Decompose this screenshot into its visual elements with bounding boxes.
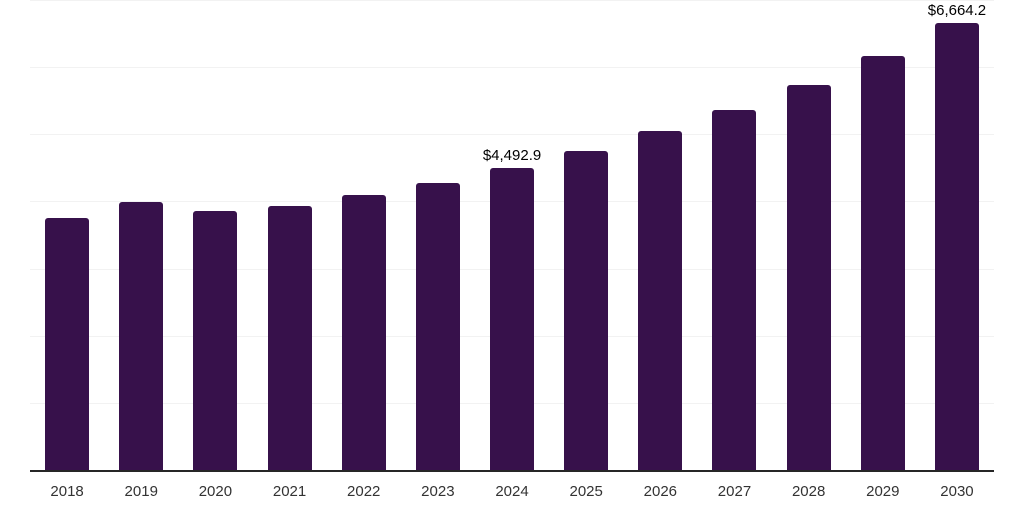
bar-slot-2022 xyxy=(327,0,401,470)
x-tick-label-2022: 2022 xyxy=(347,483,381,500)
bar-slot-2023 xyxy=(401,0,475,470)
x-tick-label-2025: 2025 xyxy=(569,483,603,500)
x-tick-label-2027: 2027 xyxy=(717,483,752,500)
bar-2030 xyxy=(934,22,979,470)
x-tick-label-2019: 2019 xyxy=(124,483,158,500)
bar-slot-2021 xyxy=(252,0,326,470)
gridline-5000 xyxy=(30,134,994,136)
bar-2026 xyxy=(638,130,683,470)
x-tick-label-2018: 2018 xyxy=(50,483,84,500)
bars-row: $4,492.9 $6,664.2 xyxy=(30,0,994,470)
bar-2018 xyxy=(45,217,90,470)
x-tick-label-2024: 2024 xyxy=(495,483,529,500)
gridline-7000 xyxy=(30,0,994,1)
plot-area: $4,492.9 $6,664.2 xyxy=(30,0,994,470)
x-tick-label-2029: 2029 xyxy=(866,483,900,500)
bar-2029 xyxy=(860,56,905,470)
bar-slot-2024: $4,492.9 xyxy=(475,0,549,470)
x-tick-label-2026: 2026 xyxy=(643,483,678,500)
bar-2022 xyxy=(341,195,386,470)
bar-slot-2020 xyxy=(178,0,252,470)
bar-slot-2028 xyxy=(772,0,846,470)
bar-slot-2025 xyxy=(549,0,623,470)
x-axis-labels: 2018 2019 2020 2021 2022 2023 2024 2025 2026 2027… xyxy=(30,483,994,501)
bar-2027 xyxy=(712,110,757,470)
data-label-2030: $6,664.2 xyxy=(927,1,987,19)
bar-slot-2026 xyxy=(623,0,697,470)
bar-2025 xyxy=(564,151,609,470)
bar-2023 xyxy=(415,183,460,470)
bar-slot-2027 xyxy=(697,0,771,470)
bar-2021 xyxy=(267,205,312,470)
bar-2028 xyxy=(786,85,831,470)
data-label-2024: $4,492.9 xyxy=(482,147,542,165)
bar-slot-2018 xyxy=(30,0,104,470)
bar-2024 xyxy=(490,168,535,470)
x-tick-label-2021: 2021 xyxy=(272,483,307,500)
bar-slot-2030: $6,664.2 xyxy=(920,0,994,470)
bar-2019 xyxy=(119,202,164,470)
bar-slot-2029 xyxy=(846,0,920,470)
x-tick-label-2020: 2020 xyxy=(198,483,233,500)
x-tick-label-2028: 2028 xyxy=(791,483,826,500)
x-tick-label-2030: 2030 xyxy=(940,483,974,500)
bar-slot-2019 xyxy=(104,0,178,470)
bar-2020 xyxy=(193,210,238,470)
x-tick-label-2023: 2023 xyxy=(421,483,455,500)
x-axis-line xyxy=(30,470,994,472)
gridline-6000 xyxy=(30,67,994,69)
